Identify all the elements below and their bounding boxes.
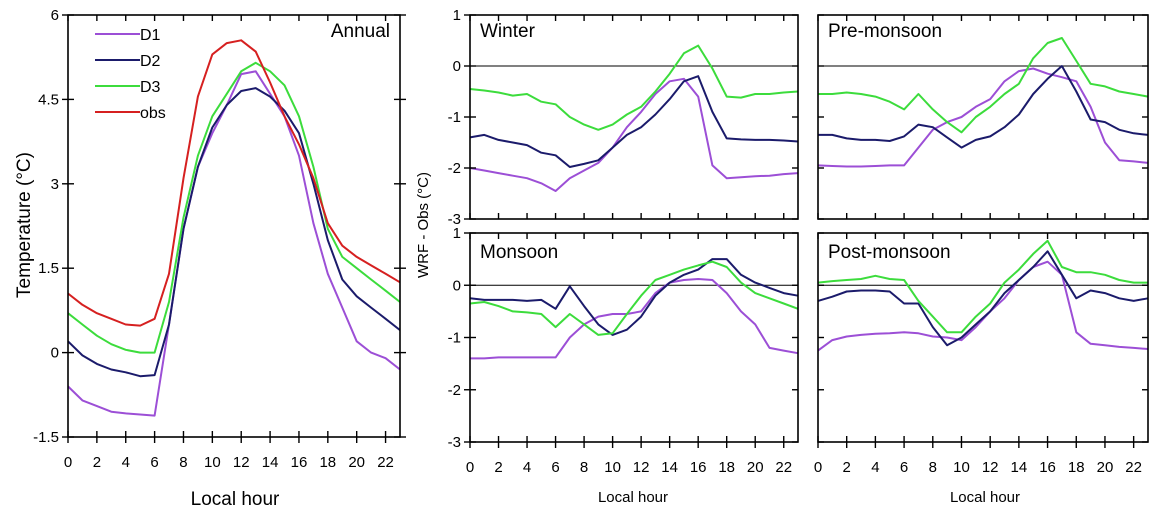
- annual-xtick-label: 2: [93, 454, 101, 471]
- monsoon-xtick-label: 8: [580, 459, 588, 476]
- winter-series-d3: [469, 44, 799, 131]
- post-monsoon-frame: [817, 232, 1149, 443]
- monsoon-xtick-label: 6: [551, 459, 559, 476]
- post-monsoon-series-d2: [817, 250, 1149, 347]
- monsoon-series-d2: [469, 258, 799, 336]
- legend-label-D1: D1: [140, 27, 161, 44]
- monsoon-ytick-label: 0: [453, 277, 461, 294]
- post-monsoon-xtick-label: 4: [871, 459, 879, 476]
- annual-xtick-label: 4: [122, 454, 130, 471]
- winter-series-d1: [469, 77, 799, 192]
- annual-ytick-label: 1.5: [38, 260, 59, 277]
- post-monsoon-xtick-label: 0: [814, 459, 822, 476]
- annual-ytick-label: 3: [51, 176, 59, 193]
- annual-xtick-label: 16: [291, 454, 308, 471]
- annual-xtick-label: 10: [204, 454, 221, 471]
- annual-xtick-label: 18: [319, 454, 336, 471]
- monsoon-xtick-label: 2: [494, 459, 502, 476]
- winter-ytick-label: 0: [453, 58, 461, 75]
- winter-ytick-label: -3: [448, 211, 461, 228]
- post-monsoon-series-d1: [817, 260, 1149, 352]
- pre-monsoon-series-d1: [817, 67, 1149, 168]
- post-monsoon-xtick-label: 10: [953, 459, 970, 476]
- annual-xtick-label: 0: [64, 454, 72, 471]
- legend-label-obs: obs: [140, 105, 166, 122]
- annual-ytick-label: -1.5: [33, 429, 59, 446]
- annual-xtick-label: 6: [150, 454, 158, 471]
- post-monsoon-xtick-label: 14: [1011, 459, 1028, 476]
- annual-ytick-label: 0: [51, 345, 59, 362]
- annual-ytick-label: 4.5: [38, 91, 59, 108]
- panel-frames: [67, 14, 1149, 443]
- monsoon-xtick-label: 18: [718, 459, 735, 476]
- annual-ylabel: Temperature (°C): [14, 152, 35, 298]
- annual-xtick-label: 8: [179, 454, 187, 471]
- post-monsoon-xtick-label: 16: [1039, 459, 1056, 476]
- winter-series-d2: [469, 75, 799, 168]
- post-monsoon-xtick-label: 22: [1125, 459, 1142, 476]
- annual-title: Annual: [331, 21, 390, 42]
- post-monsoon-xtick-label: 18: [1068, 459, 1085, 476]
- zero-lines: [470, 65, 1148, 286]
- legend-label-D3: D3: [140, 79, 161, 96]
- post-monsoon-xtick-label: 6: [900, 459, 908, 476]
- winter-title: Winter: [480, 21, 536, 42]
- pre-monsoon-frame: [817, 14, 1149, 220]
- monsoon-ytick-label: 1: [453, 225, 461, 242]
- post-monsoon-xtick-label: 12: [982, 459, 999, 476]
- annual-xtick-label: 12: [233, 454, 250, 471]
- monsoon-ytick-label: -2: [448, 382, 461, 399]
- pre-monsoon-series-d3: [818, 37, 1149, 134]
- monsoon-xtick-label: 12: [633, 459, 650, 476]
- monsoon-xtick-label: 4: [523, 459, 531, 476]
- tick-marks: [62, 14, 1148, 448]
- annual-ytick-label: 6: [51, 7, 59, 24]
- annual-xtick-label: 14: [262, 454, 279, 471]
- annual-xtick-label: 22: [377, 454, 394, 471]
- monsoon-title: Monsoon: [480, 242, 558, 263]
- tick-labels: -1.501.534.560 2 4 6 8 10 12 14 16 18 20 2210-1-2-3…: [33, 7, 1142, 476]
- annual-xlabel: Local hour: [191, 489, 280, 510]
- winter-ytick-label: -1: [448, 109, 461, 126]
- monsoon-frame: [469, 232, 799, 443]
- annual-series-d1: [67, 70, 401, 417]
- monsoon-xtick-label: 22: [775, 459, 792, 476]
- pre-monsoon-title: Pre-monsoon: [828, 21, 942, 42]
- annual-series-obs: [67, 39, 401, 327]
- monsoon-series-d1: [470, 278, 799, 360]
- annual-frame: [67, 14, 401, 438]
- post-monsoon-xlabel: Local hour: [950, 489, 1020, 506]
- annual-series-d3: [67, 61, 401, 354]
- winter-xlabel: Local hour: [598, 489, 668, 506]
- post-monsoon-series-d3: [817, 239, 1148, 334]
- legend-label-D2: D2: [140, 53, 161, 70]
- annual-xtick-label: 20: [348, 454, 365, 471]
- winter-ytick-label: 1: [453, 7, 461, 24]
- post-monsoon-title: Post-monsoon: [828, 242, 951, 263]
- winter-ytick-label: -2: [448, 160, 461, 177]
- monsoon-xtick-label: 14: [661, 459, 678, 476]
- pre-monsoon-series-d2: [818, 65, 1149, 149]
- winter-frame: [469, 14, 799, 220]
- monsoon-xtick-label: 20: [747, 459, 764, 476]
- monsoon-xtick-label: 10: [604, 459, 621, 476]
- annual-series-d2: [67, 87, 401, 378]
- monsoon-ytick-label: -1: [448, 330, 461, 347]
- right-ylabel: WRF - Obs (°C): [415, 172, 432, 278]
- monsoon-xtick-label: 16: [690, 459, 707, 476]
- series-lines: [67, 37, 1149, 417]
- monsoon-series-d3: [469, 260, 799, 336]
- post-monsoon-xtick-label: 20: [1097, 459, 1114, 476]
- monsoon-ytick-label: -3: [448, 434, 461, 451]
- post-monsoon-xtick-label: 8: [929, 459, 937, 476]
- monsoon-xtick-label: 0: [466, 459, 474, 476]
- legend: D1 D2 D3 obs: [95, 27, 166, 122]
- post-monsoon-xtick-label: 2: [843, 459, 851, 476]
